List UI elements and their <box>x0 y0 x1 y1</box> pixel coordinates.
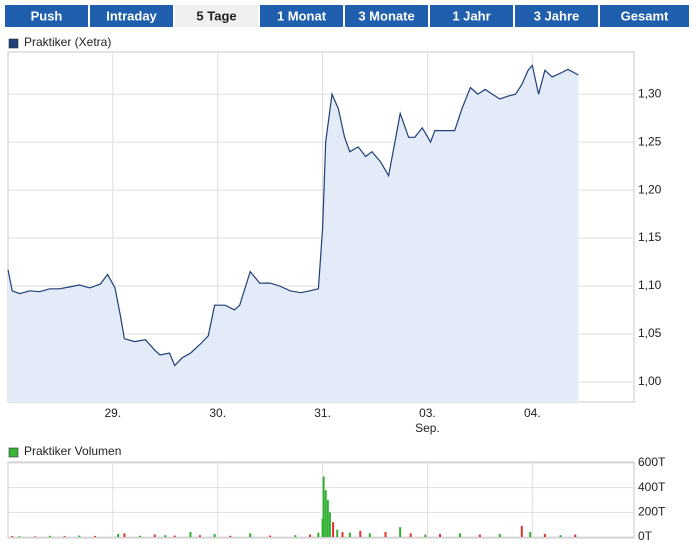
volume-bar <box>409 533 412 538</box>
volume-bar <box>332 522 335 538</box>
volume-bar <box>384 532 387 538</box>
volume-bar <box>317 532 320 538</box>
y-tick-label: 1,05 <box>638 326 662 340</box>
tab-label[interactable]: 1 Monat <box>277 8 327 23</box>
volume-bar <box>153 534 156 538</box>
volume-bar <box>229 535 232 538</box>
x-tick-label: 31. <box>314 406 331 420</box>
x-tick-label: 04. <box>524 406 541 420</box>
tab[interactable] <box>430 5 513 27</box>
volume-bar <box>348 532 351 538</box>
volume-bar <box>529 532 532 538</box>
x-tick-label: 03. <box>419 406 436 420</box>
volume-bar <box>164 535 167 538</box>
tab-label[interactable]: 3 Jahre <box>534 8 580 23</box>
tab[interactable] <box>345 5 428 27</box>
volume-bar <box>48 535 51 538</box>
tab[interactable] <box>5 5 88 27</box>
volume-bar <box>189 532 192 538</box>
x-month-label: Sep. <box>415 421 440 435</box>
y-tick-label: 1,30 <box>638 86 662 100</box>
tab-label[interactable]: 1 Jahr <box>452 8 490 23</box>
y-tick-label: 1,10 <box>638 278 662 292</box>
legend-label: Praktiker Volumen <box>24 444 121 458</box>
volume-bar <box>543 533 546 538</box>
volume-bar <box>173 535 176 538</box>
tab-label[interactable]: 3 Monate <box>358 8 414 23</box>
tab-label[interactable]: Intraday <box>106 8 157 23</box>
volume-bar <box>439 533 442 538</box>
volume-bar <box>574 534 577 538</box>
tab-label[interactable]: Gesamt <box>621 8 669 23</box>
tab[interactable] <box>515 5 598 27</box>
volume-bar <box>321 518 324 538</box>
volume-bar <box>336 529 339 538</box>
volume-bar <box>498 533 501 538</box>
volume-bar <box>18 536 21 538</box>
volume-bar <box>213 533 216 538</box>
volume-bar <box>326 500 329 538</box>
tab[interactable] <box>90 5 173 27</box>
volume-bar <box>424 534 427 538</box>
y-tick-label: 400T <box>638 480 666 494</box>
volume-bar <box>94 535 97 538</box>
volume-bar <box>78 535 81 538</box>
volume-bar <box>478 534 481 538</box>
tab-label[interactable]: Push <box>31 8 63 23</box>
area-fill <box>8 65 579 403</box>
y-tick-label: 1,25 <box>638 134 662 148</box>
volume-bar <box>368 533 371 538</box>
plot-area <box>7 461 635 539</box>
volume-bar <box>559 535 562 538</box>
volume-bar <box>139 535 142 538</box>
y-tick-label: 0T <box>638 529 653 543</box>
price-line <box>7 64 579 367</box>
volume-bar <box>198 535 201 538</box>
volume-bar <box>458 533 461 538</box>
legend-label: Praktiker (Xetra) <box>24 35 111 49</box>
volume-bar <box>328 512 331 538</box>
tab[interactable] <box>175 5 258 27</box>
legend-swatch <box>8 38 19 49</box>
y-tick-label: 1,00 <box>638 374 662 388</box>
volume-bar <box>294 535 297 538</box>
volume-bar <box>63 536 66 538</box>
volume-bar <box>324 490 327 538</box>
volume-bar <box>341 532 344 538</box>
x-tick-label: 30. <box>209 406 226 420</box>
tab-label[interactable]: 5 Tage <box>196 8 236 23</box>
volume-bar <box>322 476 325 538</box>
volume-bar <box>520 525 523 538</box>
y-tick-label: 1,15 <box>638 230 662 244</box>
volume-bar <box>34 536 37 538</box>
tab[interactable] <box>260 5 343 27</box>
volume-bar <box>11 536 14 538</box>
volume-bar <box>249 533 252 538</box>
y-tick-label: 600T <box>638 455 666 469</box>
volume-bar <box>269 535 272 538</box>
y-tick-label: 200T <box>638 505 666 519</box>
legend-swatch <box>8 447 19 458</box>
y-tick-label: 1,20 <box>638 182 662 196</box>
volume-bar <box>123 533 126 538</box>
volume-bar <box>359 530 362 538</box>
volume-bar <box>117 533 120 538</box>
x-tick-label: 29. <box>105 406 122 420</box>
tab[interactable] <box>600 5 689 27</box>
volume-bar <box>399 527 402 538</box>
volume-bar <box>308 534 311 538</box>
